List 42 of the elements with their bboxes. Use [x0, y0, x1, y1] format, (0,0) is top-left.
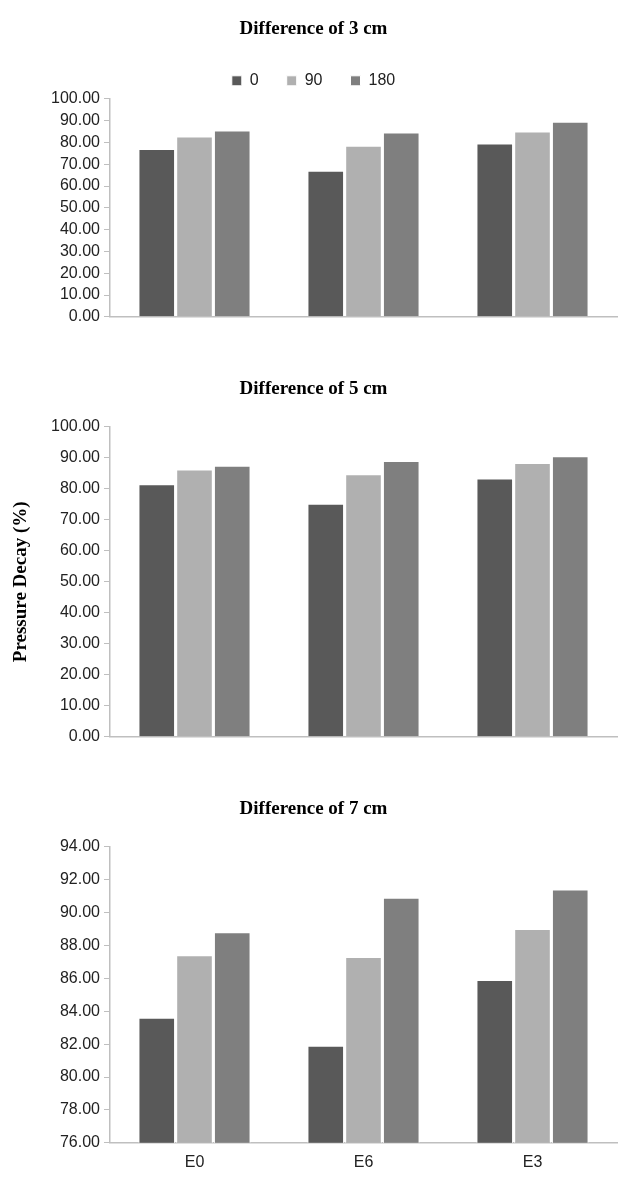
- y-tick-label: 50.00: [59, 198, 101, 216]
- y-tick-label: 0.00: [68, 307, 101, 325]
- y-tick-label: 20.00: [59, 263, 101, 281]
- y-tick-label: 40.00: [59, 220, 101, 238]
- x-tick-label: E6: [353, 1152, 374, 1170]
- y-tick-label: 82.00: [59, 1034, 101, 1052]
- legend-label: 0: [249, 71, 259, 89]
- chart-title: Difference of 3 cm: [239, 17, 388, 39]
- y-tick-label: 90.00: [59, 111, 101, 129]
- y-tick-label: 80.00: [59, 132, 101, 150]
- y-tick-label: 76.00: [59, 1133, 101, 1151]
- legend-label: 90: [304, 71, 323, 89]
- y-tick-label: 90.00: [59, 448, 101, 466]
- y-tick-label: 86.00: [59, 968, 101, 986]
- y-tick-label: 78.00: [59, 1100, 101, 1118]
- y-tick-label: 90.00: [59, 902, 101, 920]
- y-tick-label: 60.00: [59, 176, 101, 194]
- legend-label: 180: [368, 71, 396, 89]
- y-tick-label: 88.00: [59, 935, 101, 953]
- y-tick-label: 80.00: [59, 479, 101, 497]
- x-tick-label: E3: [522, 1152, 543, 1170]
- x-tick-label: E0: [184, 1152, 205, 1170]
- y-tick-label: 30.00: [59, 241, 101, 259]
- y-tick-label: 60.00: [59, 541, 101, 559]
- y-tick-label: 50.00: [59, 572, 101, 590]
- chart-title: Difference of 5 cm: [239, 377, 388, 399]
- y-tick-label: 30.00: [59, 634, 101, 652]
- y-tick-label: 10.00: [59, 696, 101, 714]
- y-tick-label: 100.00: [51, 89, 101, 107]
- y-tick-label: 10.00: [59, 285, 101, 303]
- chart-title: Difference of 7 cm: [239, 797, 388, 819]
- y-tick-label: 92.00: [59, 870, 101, 888]
- y-tick-label: 20.00: [59, 665, 101, 683]
- y-axis-title: Pressure Decay (%): [9, 501, 32, 663]
- y-tick-label: 94.00: [59, 837, 101, 855]
- y-tick-label: 0.00: [68, 727, 101, 745]
- y-tick-label: 84.00: [59, 1001, 101, 1019]
- y-tick-label: 40.00: [59, 603, 101, 621]
- y-tick-label: 70.00: [59, 154, 101, 172]
- y-tick-label: 70.00: [59, 510, 101, 528]
- y-tick-label: 80.00: [59, 1067, 101, 1085]
- y-tick-label: 100.00: [51, 417, 101, 435]
